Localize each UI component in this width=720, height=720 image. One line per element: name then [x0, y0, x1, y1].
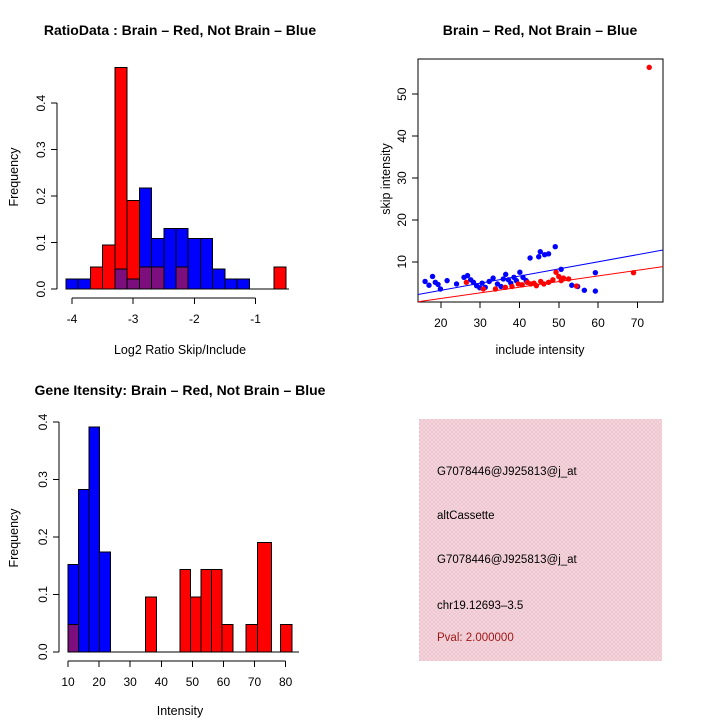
- intensity-scatter-plot: 20 30 40 50 60 70 10 20 30 40 50: [395, 58, 664, 330]
- svg-text:30: 30: [473, 316, 487, 330]
- svg-text:40: 40: [155, 675, 169, 689]
- info-line-probe-id: G7078446@J925813@j_at: [437, 466, 577, 478]
- svg-text:30: 30: [395, 171, 409, 185]
- info-line-pval: Pval: 2.000000: [437, 632, 514, 644]
- info-line-probe-id-2: G7078446@J925813@j_at: [437, 554, 577, 566]
- svg-text:0.3: 0.3: [36, 471, 50, 488]
- ratio-histogram-plot: -4 -3 -2 -1 0.0 0.1 0.2 0.3 0.4: [34, 67, 290, 326]
- svg-text:0.4: 0.4: [36, 413, 50, 430]
- svg-text:0.2: 0.2: [36, 528, 50, 545]
- svg-text:-1: -1: [250, 312, 261, 326]
- svg-text:30: 30: [124, 675, 138, 689]
- svg-text:40: 40: [395, 129, 409, 143]
- svg-text:50: 50: [186, 675, 200, 689]
- svg-text:60: 60: [217, 675, 231, 689]
- svg-text:0.4: 0.4: [34, 95, 48, 112]
- svg-text:40: 40: [513, 316, 527, 330]
- svg-text:-2: -2: [189, 312, 200, 326]
- svg-text:20: 20: [395, 213, 409, 227]
- intensity-scatter-xlabel: include intensity: [495, 343, 585, 357]
- svg-text:0.1: 0.1: [36, 586, 50, 603]
- gene-intensity-histogram-title: Gene Itensity: Brain – Red, Not Brain – …: [34, 382, 326, 398]
- gene-intensity-histogram-ylabel: Frequency: [7, 508, 21, 568]
- svg-text:50: 50: [552, 316, 566, 330]
- ratio-histogram-ylabel: Frequency: [7, 147, 21, 207]
- svg-text:0.3: 0.3: [34, 141, 48, 158]
- svg-text:70: 70: [631, 316, 645, 330]
- info-box: G7078446@J925813@j_at altCassette G70784…: [419, 419, 662, 661]
- svg-text:20: 20: [434, 316, 448, 330]
- intensity-scatter-title: Brain – Red, Not Brain – Blue: [442, 22, 638, 38]
- intensity-scatter-ylabel: skip intensity: [379, 143, 393, 215]
- svg-text:50: 50: [395, 87, 409, 101]
- ratio-histogram-title: RatioData : Brain – Red, Not Brain – Blu…: [43, 22, 317, 38]
- ratio-histogram-xlabel: Log2 Ratio Skip/Include: [113, 343, 247, 357]
- svg-text:0.2: 0.2: [34, 188, 48, 205]
- svg-text:0.1: 0.1: [34, 234, 48, 251]
- svg-text:10: 10: [395, 255, 409, 269]
- svg-text:-4: -4: [67, 312, 78, 326]
- svg-text:70: 70: [248, 675, 262, 689]
- svg-text:80: 80: [279, 675, 293, 689]
- svg-text:0.0: 0.0: [34, 281, 48, 298]
- svg-text:60: 60: [591, 316, 605, 330]
- info-line-event-type: altCassette: [437, 510, 495, 522]
- svg-text:-3: -3: [128, 312, 139, 326]
- svg-text:10: 10: [61, 675, 75, 689]
- gene-intensity-histogram-plot: 10 20 30 40 50 60 70 80 0.0 0.1 0.2 0.3 0.4: [36, 413, 299, 689]
- svg-text:0.0: 0.0: [36, 643, 50, 660]
- gene-intensity-histogram-xlabel: Intensity: [156, 704, 204, 718]
- info-line-locus: chr19.12693–3.5: [437, 600, 524, 612]
- svg-text:20: 20: [92, 675, 106, 689]
